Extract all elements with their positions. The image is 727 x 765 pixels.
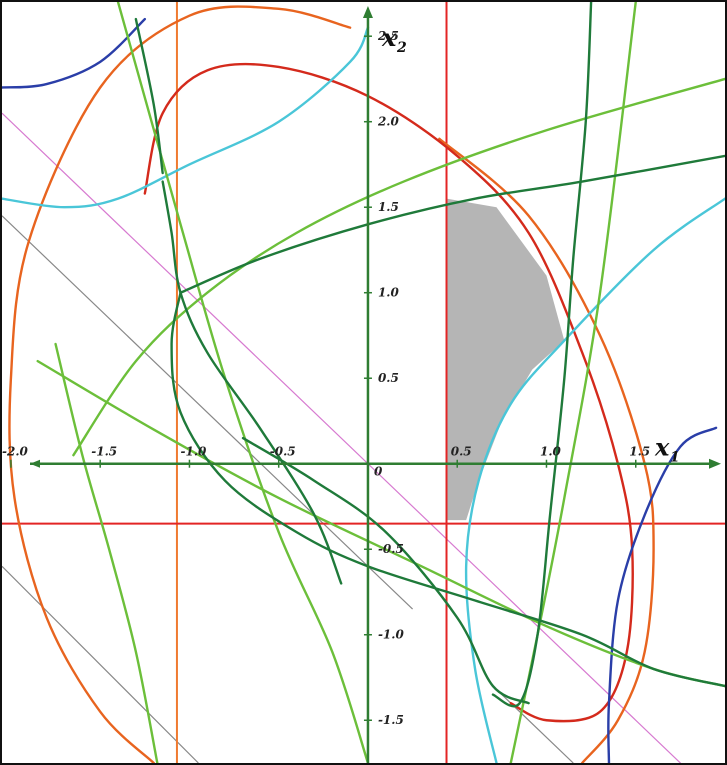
curve-1 [438, 137, 655, 763]
y-tick-label-7: -1.5 [378, 713, 404, 727]
y-tick-label-0: 2.5 [377, 29, 399, 43]
y-axis-arrow [362, 6, 373, 18]
curve-4 [607, 426, 718, 763]
curve-16 [241, 436, 530, 705]
curve-7 [54, 342, 159, 763]
y-tick-label-2: 1.5 [378, 200, 399, 214]
diagonal-line-0 [2, 112, 682, 763]
x-tick-label-6: 1.5 [629, 445, 650, 459]
curve-12 [179, 154, 725, 294]
y-tick-label-3: 1.0 [378, 286, 400, 300]
curve-14 [161, 180, 343, 585]
origin-label: 0 [374, 465, 383, 479]
curve-17 [491, 2, 593, 708]
x-tick-label-0: -2.0 [2, 445, 29, 459]
curve-8 [72, 77, 725, 457]
y-axis-label-sub: 2 [396, 40, 407, 56]
curve-15 [134, 17, 164, 175]
y-tick-label-4: 0.5 [378, 371, 399, 385]
x-axis-left-arrow [30, 459, 40, 468]
x-tick-label-5: 1.0 [540, 445, 562, 459]
x-tick-label-4: 0.5 [451, 445, 472, 459]
curve-13 [170, 291, 725, 688]
x-tick-label-2: -1.0 [181, 445, 208, 459]
curve-5 [2, 26, 370, 209]
x-axis-arrow [709, 458, 721, 469]
diagonal-line-2 [2, 565, 199, 763]
diagonal-line-1 [2, 215, 414, 610]
feasible-region [446, 198, 565, 521]
y-tick-label-6: -1.0 [378, 628, 405, 642]
curve-10 [116, 2, 370, 763]
x-tick-label-1: -1.5 [91, 445, 117, 459]
y-tick-label-1: 2.0 [377, 115, 400, 129]
curve-0 [8, 5, 352, 763]
x-tick-label-3: -0.5 [270, 445, 296, 459]
diagonal-line-3 [492, 685, 574, 763]
y-tick-label-5: -0.5 [378, 542, 404, 556]
x-axis-label-sub: 1 [670, 450, 680, 466]
curve-2 [143, 62, 634, 723]
curve-11 [509, 2, 637, 763]
curve-6 [464, 197, 725, 763]
curve-3 [2, 17, 147, 89]
y-axis-label: x [381, 23, 397, 52]
x-axis-label: x [654, 433, 670, 462]
